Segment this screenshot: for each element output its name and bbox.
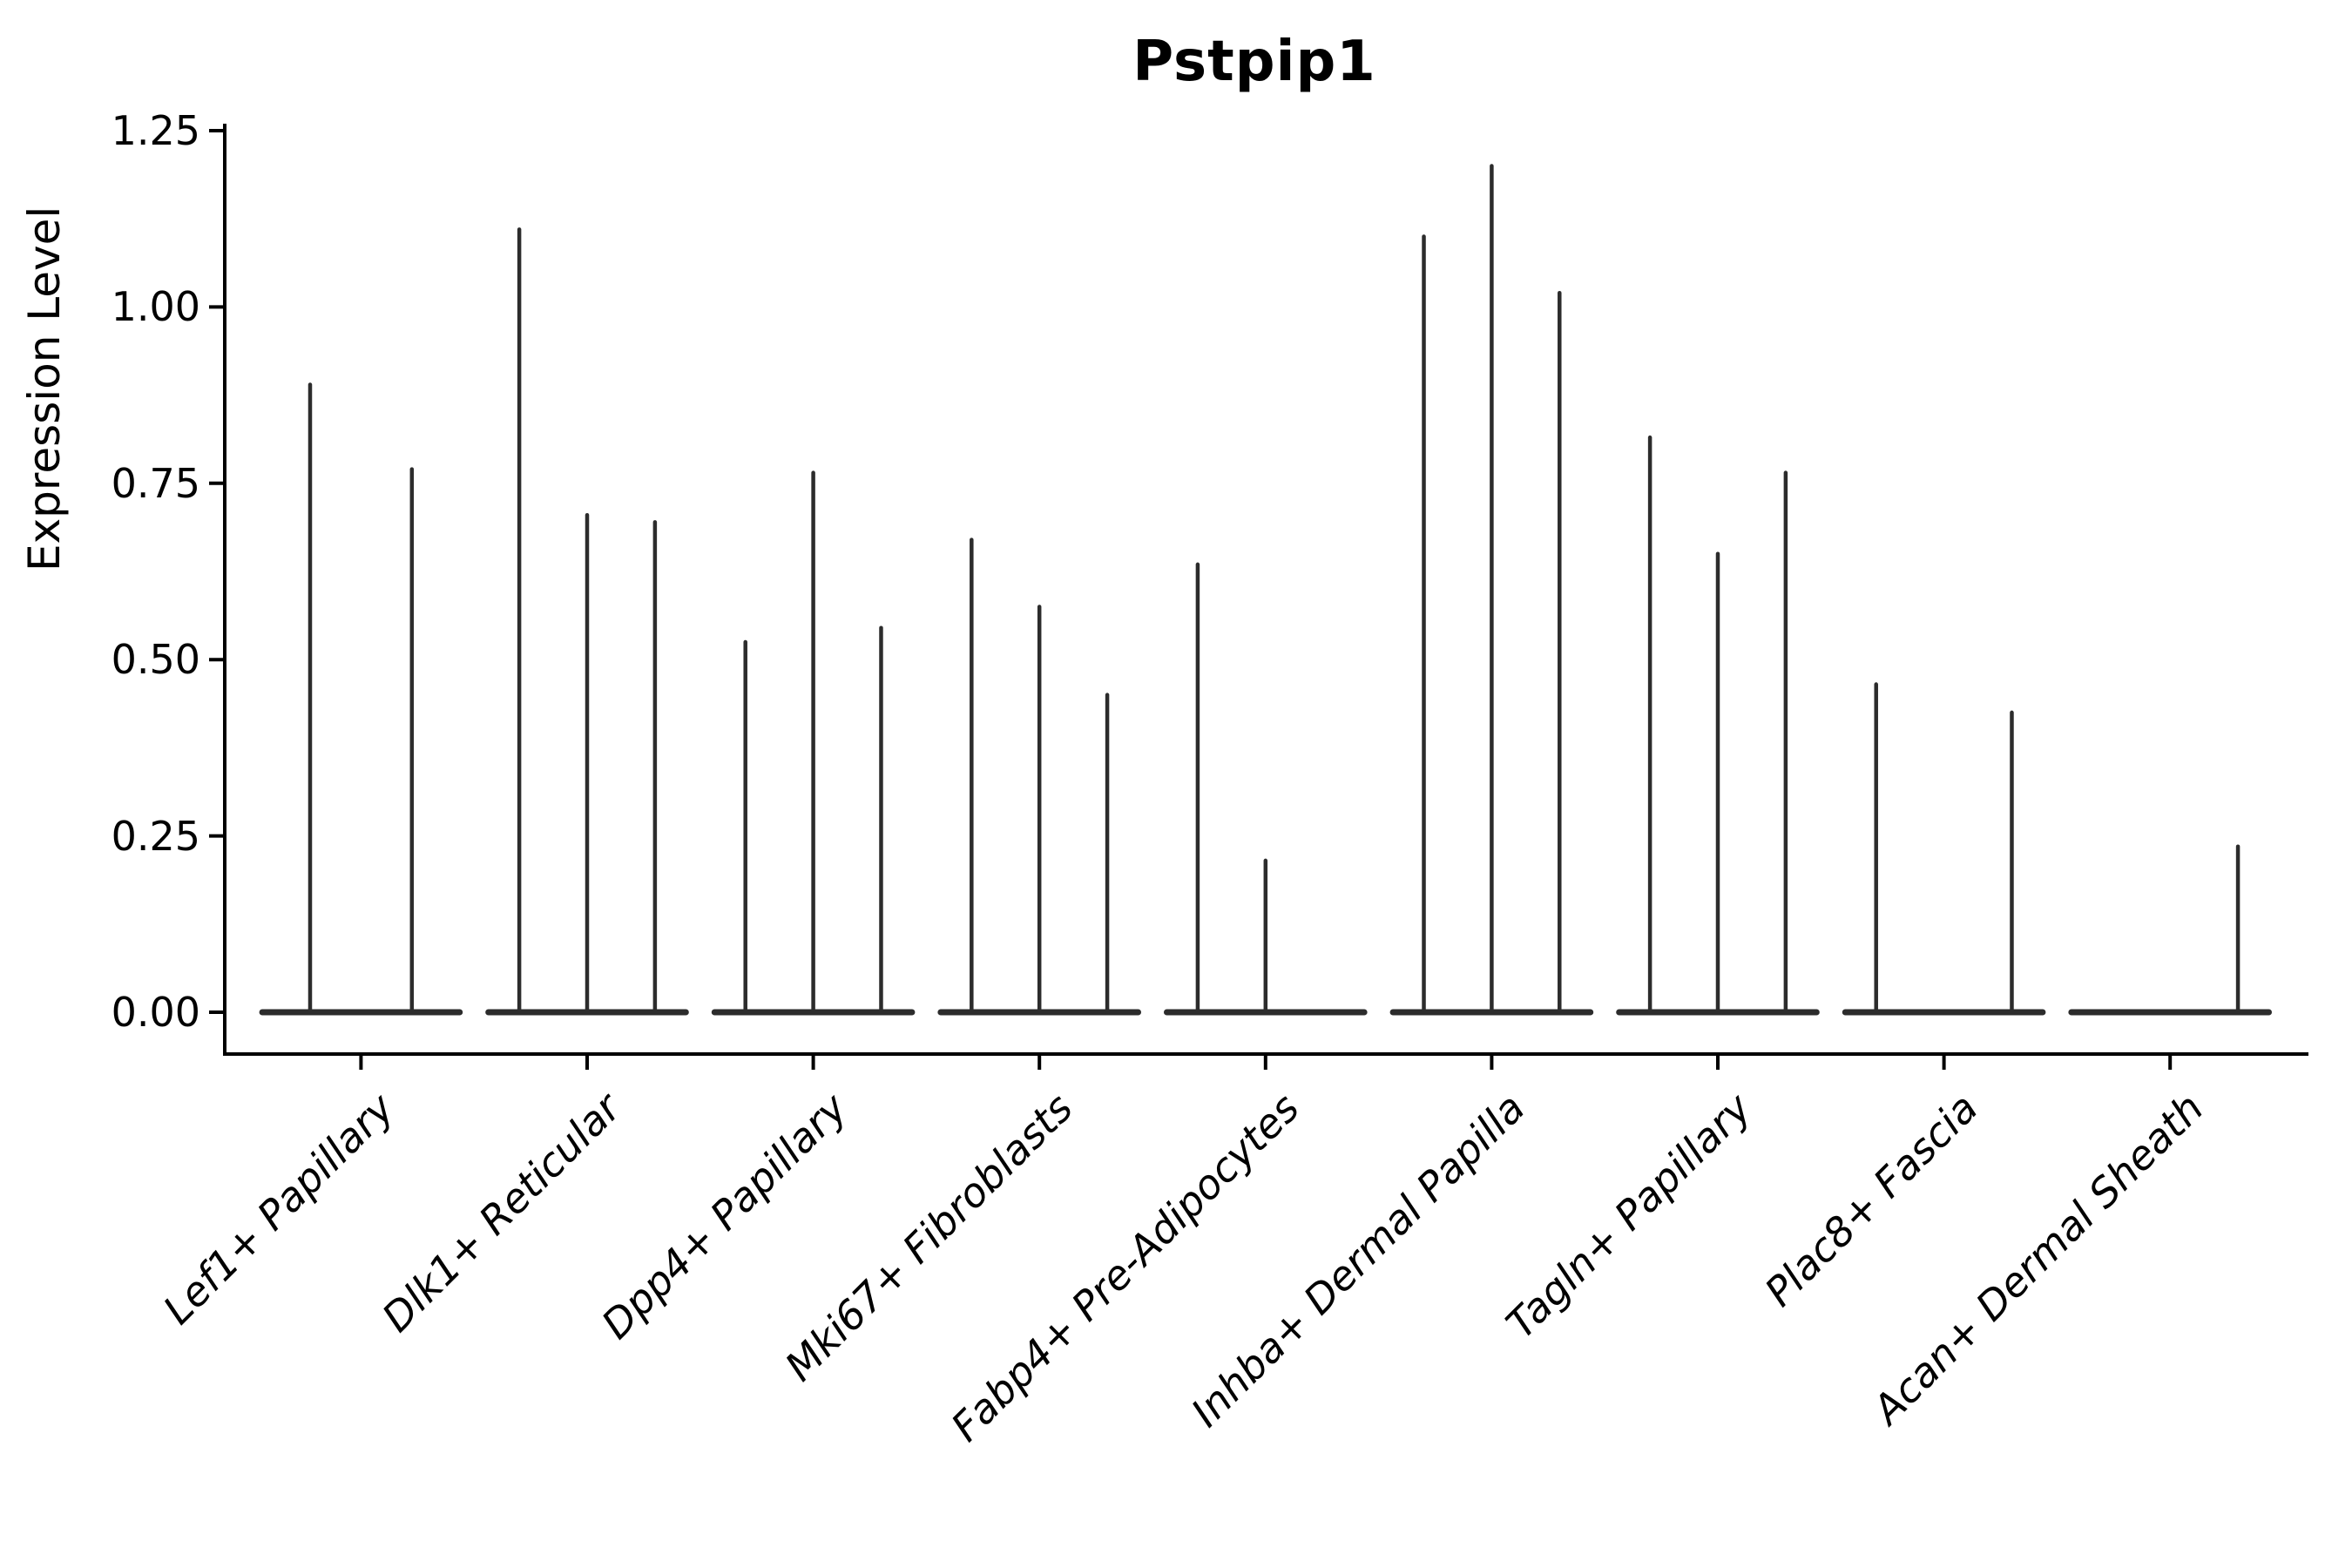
violin-base <box>2068 1009 2273 1016</box>
y-tick-label: 1.25 <box>111 107 200 154</box>
y-tick-label: 1.00 <box>111 283 200 331</box>
chart-title: Pstpip1 <box>1132 30 1376 94</box>
y-tick-label: 0.75 <box>111 459 200 507</box>
y-tick-label: 0.50 <box>111 636 200 684</box>
violin-base <box>1842 1009 2046 1016</box>
violin-base <box>259 1009 463 1016</box>
y-tick-label: 0.00 <box>111 989 200 1036</box>
y-tick-label: 0.25 <box>111 812 200 860</box>
